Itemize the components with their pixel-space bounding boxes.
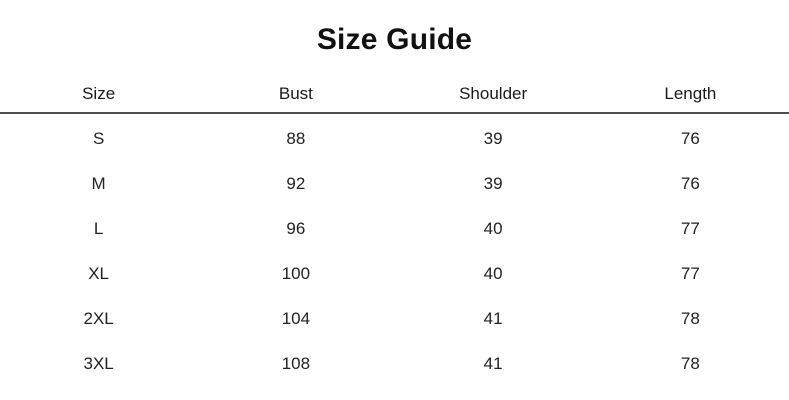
table-row: L 96 40 77 (0, 206, 789, 251)
size-cell: L (93, 218, 104, 238)
size-cell: XL (88, 263, 110, 283)
shoulder-cell: 39 (483, 128, 503, 148)
length-cell: 78 (680, 353, 700, 373)
length-cell: 77 (680, 263, 700, 283)
bust-cell: 100 (281, 263, 311, 283)
table-row: S 88 39 76 (0, 116, 789, 161)
size-cell: 3XL (83, 353, 114, 373)
column-header-length: Length (664, 84, 717, 103)
table-header-row: Size Bust Shoulder Length (0, 60, 789, 114)
size-guide-table: Size Bust Shoulder Length S 88 39 76 M 9… (0, 60, 789, 386)
length-cell: 76 (680, 173, 700, 193)
table-row: 2XL 104 41 78 (0, 296, 789, 341)
length-cell: 76 (680, 128, 700, 148)
shoulder-cell: 41 (483, 308, 503, 328)
shoulder-cell: 41 (483, 353, 503, 373)
table-body: S 88 39 76 M 92 39 76 L 96 40 77 XL 100 … (0, 114, 789, 386)
length-cell: 77 (680, 218, 700, 238)
shoulder-cell: 40 (483, 218, 503, 238)
bust-cell: 108 (281, 353, 311, 373)
bust-cell: 88 (286, 128, 306, 148)
length-cell: 78 (680, 308, 700, 328)
shoulder-cell: 39 (483, 173, 503, 193)
bust-cell: 104 (281, 308, 311, 328)
page-title: Size Guide (316, 23, 473, 56)
table-row: M 92 39 76 (0, 161, 789, 206)
table-row: XL 100 40 77 (0, 251, 789, 296)
column-header-bust: Bust (278, 84, 313, 103)
shoulder-cell: 40 (483, 263, 503, 283)
bust-cell: 96 (286, 218, 306, 238)
size-cell: 2XL (83, 308, 114, 328)
column-header-size: Size (82, 84, 116, 103)
size-cell: S (92, 128, 105, 148)
table-row: 3XL 108 41 78 (0, 341, 789, 386)
bust-cell: 92 (286, 173, 306, 193)
column-header-shoulder: Shoulder (459, 84, 528, 103)
size-cell: M (91, 173, 106, 193)
